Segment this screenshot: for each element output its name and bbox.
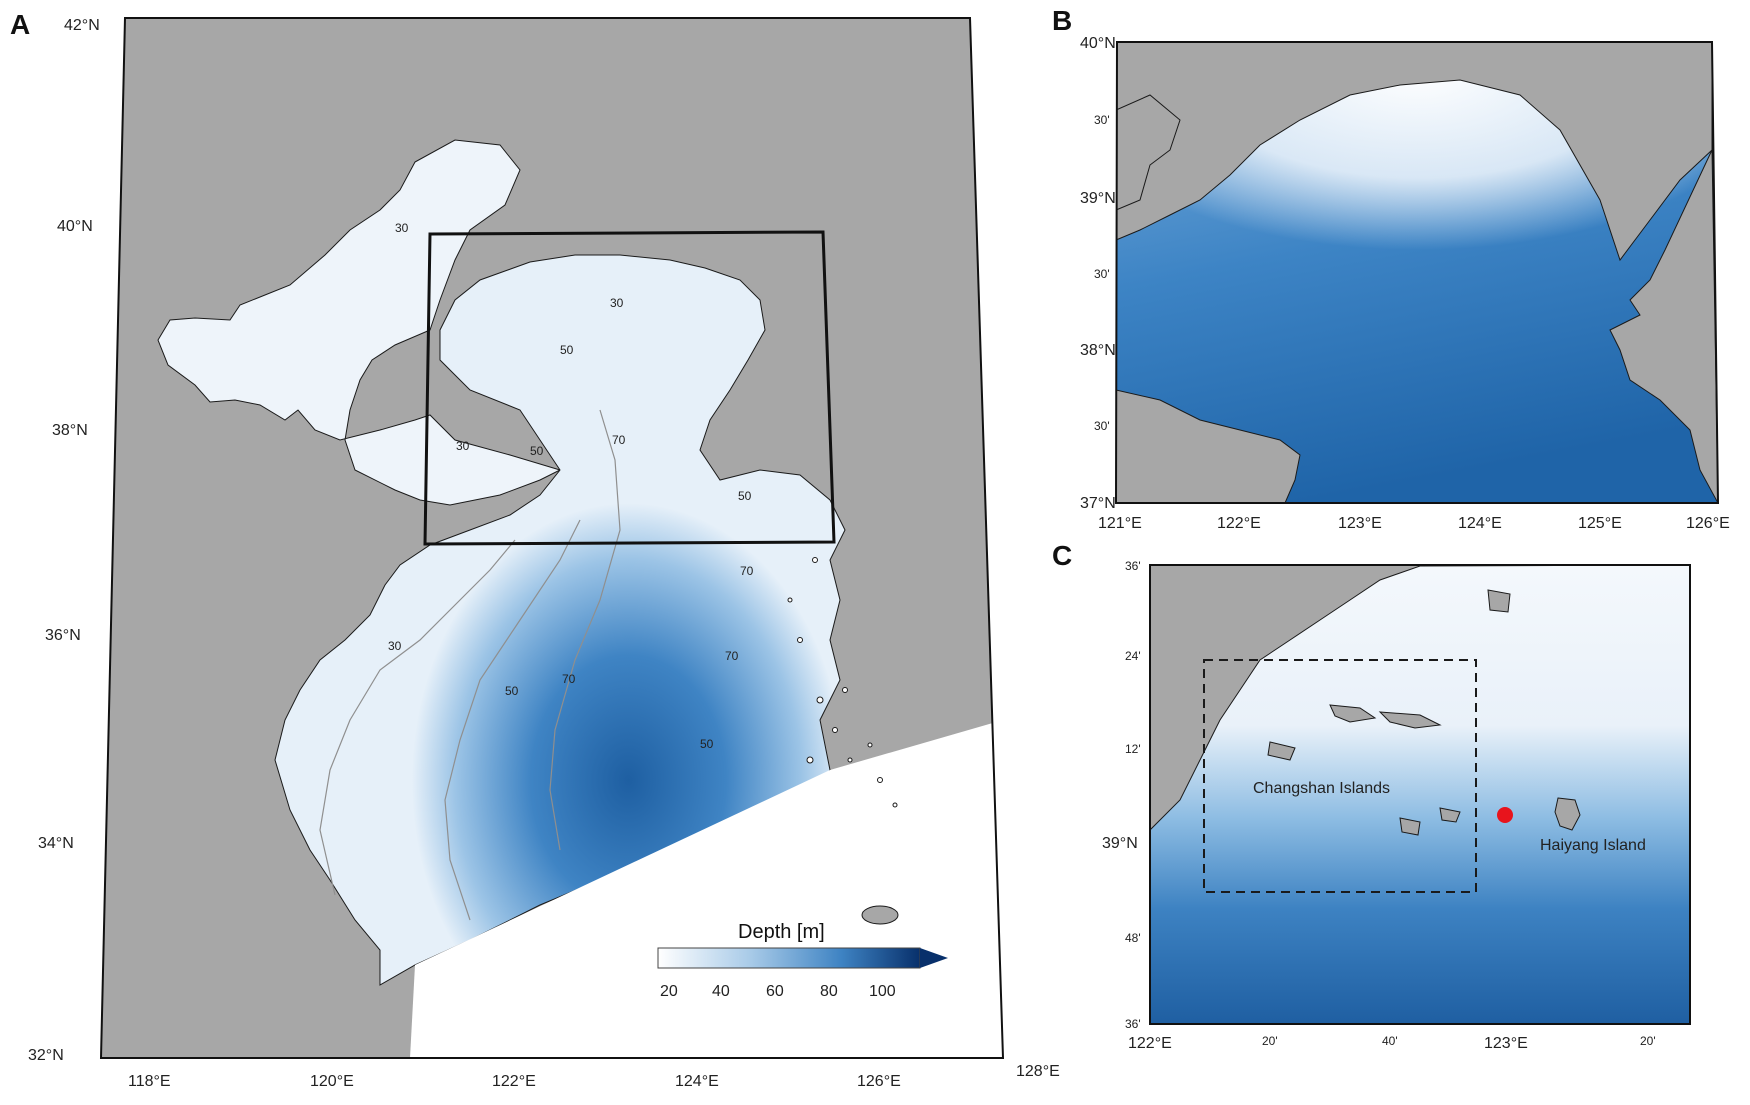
- panel-b-map: [1116, 42, 1718, 503]
- lon-label: 123°E: [1484, 1035, 1528, 1052]
- lat-label: 30': [1094, 419, 1110, 433]
- lat-label: 40°N: [57, 218, 93, 235]
- lon-label: 118°E: [128, 1073, 171, 1090]
- lat-label: 36': [1125, 559, 1141, 573]
- panel-c-map: [1150, 565, 1690, 1024]
- lon-label: 124°E: [1458, 515, 1502, 532]
- lat-label: 32°N: [28, 1047, 64, 1064]
- no-data-wedge: [410, 720, 1003, 1058]
- study-area-box: [1203, 659, 1477, 893]
- colorbar-bar: [657, 947, 921, 969]
- lon-label: 121°E: [1098, 515, 1142, 532]
- lat-label: 37°N: [1080, 495, 1116, 512]
- lon-label: 20': [1262, 1034, 1278, 1048]
- changshan-label: Changshan Islands: [1253, 780, 1390, 797]
- lon-label: 122°E: [1128, 1035, 1172, 1052]
- panel-b-land-liaodong: [1116, 94, 1181, 211]
- colorbar-title: Depth [m]: [738, 921, 825, 943]
- panel-b-land-north: [1116, 42, 1713, 262]
- lon-label: 128°E: [1016, 1063, 1060, 1080]
- panel-c-land: [1150, 565, 1690, 831]
- colorbar-tick: 20: [660, 983, 678, 1000]
- yellow-sea: [274, 254, 846, 986]
- lon-label: 120°E: [310, 1073, 354, 1090]
- contour-label: 50: [505, 684, 519, 698]
- haiyang-island: [1554, 797, 1581, 831]
- north-island: [1487, 589, 1511, 613]
- colorbar-extend-arrow: [920, 948, 948, 968]
- haiyang-label: Haiyang Island: [1540, 837, 1646, 854]
- lon-label: 126°E: [1686, 515, 1730, 532]
- lat-label: 38°N: [1080, 342, 1116, 359]
- lon-label: 20': [1640, 1034, 1656, 1048]
- panel-a-lon-labels: 118°E 120°E 122°E 124°E 126°E 128°E: [128, 1063, 1060, 1090]
- panel-a-lat-labels: 42°N 40°N 38°N 36°N 34°N 32°N: [28, 17, 100, 1064]
- contour-label: 50: [738, 489, 752, 503]
- lat-label: 38°N: [52, 422, 88, 439]
- lat-label: 42°N: [64, 17, 100, 34]
- contour-50: [444, 519, 581, 921]
- contour-70: [549, 409, 621, 851]
- lon-label: 40': [1382, 1034, 1398, 1048]
- lon-label: 126°E: [857, 1073, 901, 1090]
- panel-b-land-korea: [1609, 149, 1718, 503]
- contour-label: 50: [530, 444, 544, 458]
- contour-label: 50: [560, 343, 574, 357]
- changshan-islands: [1267, 704, 1461, 836]
- lat-label: 12': [1125, 742, 1141, 756]
- lat-label: 39°N: [1102, 835, 1138, 852]
- lat-label: 30': [1094, 113, 1110, 127]
- lon-label: 122°E: [1217, 515, 1261, 532]
- colorbar-tick: 80: [820, 983, 838, 1000]
- lat-label: 30': [1094, 267, 1110, 281]
- bohai-sea: [157, 139, 562, 506]
- lon-label: 124°E: [675, 1073, 719, 1090]
- jeju-island: [861, 905, 899, 925]
- korea-islands: [787, 557, 898, 808]
- lon-label: 125°E: [1578, 515, 1622, 532]
- colorbar-tick: 100: [869, 983, 896, 1000]
- contour-label: 70: [740, 564, 754, 578]
- contour-label: 70: [725, 649, 739, 663]
- colorbar-tick: 60: [766, 983, 784, 1000]
- lon-label: 123°E: [1338, 515, 1382, 532]
- panel-b: B 40°N 30' 39°N 30' 38°N 30' 37°N 121°E …: [1052, 5, 1730, 532]
- lat-label: 40°N: [1080, 35, 1116, 52]
- panel-c: C Changshan Islands Haiyang Island 36' 2…: [1052, 540, 1691, 1052]
- panel-a: A: [10, 9, 1060, 1090]
- contour-label: 70: [562, 672, 576, 686]
- lat-label: 36': [1125, 1017, 1141, 1031]
- lat-label: 36°N: [45, 627, 81, 644]
- contour-30: [319, 539, 516, 896]
- panel-a-letter: A: [10, 9, 30, 40]
- lat-label: 34°N: [38, 835, 74, 852]
- lat-label: 48': [1125, 931, 1141, 945]
- panel-a-contour-labels: 30 50 30 50 70 30 50 70 30 50 70 50 70: [388, 221, 754, 751]
- panel-b-lat-labels: 40°N 30' 39°N 30' 38°N 30' 37°N: [1080, 35, 1116, 512]
- contour-label: 30: [388, 639, 402, 653]
- colorbar-tick: 40: [712, 983, 730, 1000]
- panel-b-letter: B: [1052, 5, 1072, 36]
- contour-label: 30: [610, 296, 624, 310]
- panel-a-map: [101, 18, 1003, 1058]
- depth-colorbar: Depth [m] 20 40 60 80 100: [657, 921, 948, 1000]
- lat-label: 39°N: [1080, 190, 1116, 207]
- panel-c-letter: C: [1052, 540, 1072, 571]
- panel-c-frame: [1149, 564, 1691, 1025]
- contour-label: 50: [700, 737, 714, 751]
- panel-b-land-shandong: [1116, 389, 1301, 503]
- contour-label: 70: [612, 433, 626, 447]
- panel-c-lat-labels: 36' 24' 12' 39°N 48' 36': [1102, 559, 1141, 1031]
- panel-b-extent-box: [423, 230, 836, 546]
- station-marker: [1497, 807, 1513, 823]
- panel-b-lon-labels: 121°E 122°E 123°E 124°E 125°E 126°E: [1098, 515, 1730, 532]
- contour-label: 30: [395, 221, 409, 235]
- lat-label: 24': [1125, 649, 1141, 663]
- panel-b-frame: [1114, 41, 1720, 504]
- lon-label: 122°E: [492, 1073, 536, 1090]
- contour-label: 30: [456, 439, 470, 453]
- panel-c-lon-labels: 122°E 20' 40' 123°E 20': [1128, 1034, 1656, 1052]
- panel-a-frame: [99, 17, 1005, 1059]
